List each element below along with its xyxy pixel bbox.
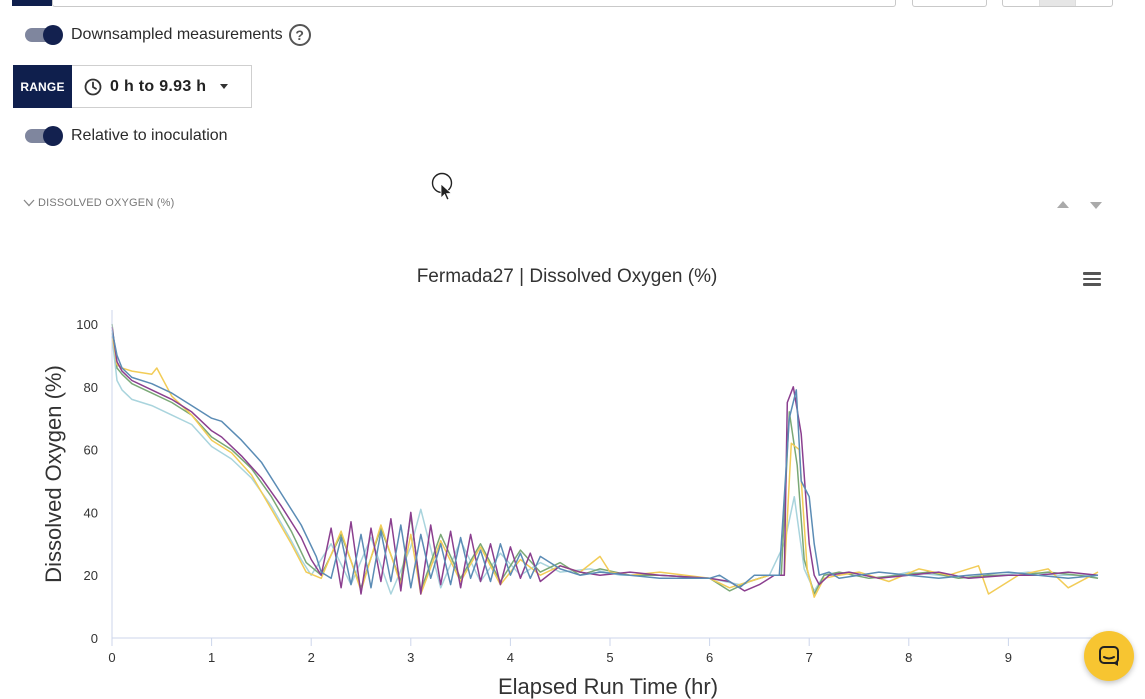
move-down-icon[interactable]: [1090, 202, 1102, 209]
downsampled-label: Downsampled measurements: [71, 26, 283, 43]
x-axis-label: Elapsed Run Time (hr): [498, 674, 718, 699]
x-tick-label: 9: [1005, 650, 1012, 665]
move-up-icon[interactable]: [1057, 201, 1069, 208]
segment-1[interactable]: [1003, 0, 1040, 6]
toggle-knob: [43, 126, 63, 146]
range-dropdown[interactable]: 0 h to 9.93 h: [72, 65, 252, 108]
range-selector: RANGE 0 h to 9.93 h: [13, 65, 252, 108]
mouse-cursor-icon: [431, 172, 453, 201]
x-tick-label: 1: [208, 650, 215, 665]
help-icon[interactable]: ?: [288, 24, 311, 46]
x-tick-label: 5: [606, 650, 613, 665]
range-value: 0 h to 9.93 h: [110, 77, 207, 95]
top-toolbar: [0, 0, 1145, 8]
segment-2[interactable]: [1039, 0, 1077, 6]
top-toolbar-badge: [12, 0, 52, 6]
relative-row: Relative to inoculation: [25, 126, 228, 146]
y-tick-label: 0: [91, 631, 98, 646]
top-toolbar-field[interactable]: [52, 0, 896, 7]
chart-title: Fermada27 | Dissolved Oxygen (%): [417, 266, 718, 287]
chart-menu-icon[interactable]: [1083, 272, 1101, 286]
series-line-3[interactable]: [111, 333, 1099, 598]
x-tick-label: 8: [905, 650, 912, 665]
section-header[interactable]: DISSOLVED OXYGEN (%): [23, 197, 174, 209]
plot-lines: [111, 323, 1099, 598]
top-toolbar-button[interactable]: [912, 0, 987, 7]
caret-down-icon: [220, 84, 229, 89]
x-tick-label: 4: [507, 650, 514, 665]
axes: 0 20 40 60 80 100 0 1 2 3 4 5 6 7 8 9: [76, 310, 1100, 665]
y-tick-label: 60: [84, 443, 98, 458]
chevron-down-icon: [23, 199, 35, 207]
relative-toggle[interactable]: [25, 126, 63, 146]
y-axis-label: Dissolved Oxygen (%): [41, 365, 66, 583]
x-tick-label: 7: [806, 650, 813, 665]
y-tick-label: 20: [84, 568, 98, 583]
x-tick-label: 3: [407, 650, 414, 665]
toggle-knob: [43, 25, 63, 45]
y-tick-label: 40: [84, 505, 98, 520]
series-line-5[interactable]: [111, 336, 1099, 595]
range-badge: RANGE: [13, 65, 72, 108]
chat-button[interactable]: [1084, 631, 1134, 681]
series-line-4[interactable]: [111, 323, 1099, 595]
clock-icon: [84, 78, 102, 95]
x-tick-label: 2: [308, 650, 315, 665]
downsampled-toggle[interactable]: [25, 25, 63, 45]
series-line-1[interactable]: [111, 330, 1099, 589]
x-tick-label: 0: [108, 650, 115, 665]
top-toolbar-segmented-control[interactable]: [1002, 0, 1113, 7]
chat-icon: [1099, 646, 1119, 666]
section-label: DISSOLVED OXYGEN (%): [38, 197, 175, 209]
x-tick-label: 6: [706, 650, 713, 665]
y-tick-label: 100: [76, 317, 98, 332]
downsampled-row: Downsampled measurements ?: [25, 24, 311, 46]
relative-label: Relative to inoculation: [71, 127, 228, 144]
y-tick-label: 80: [84, 380, 98, 395]
